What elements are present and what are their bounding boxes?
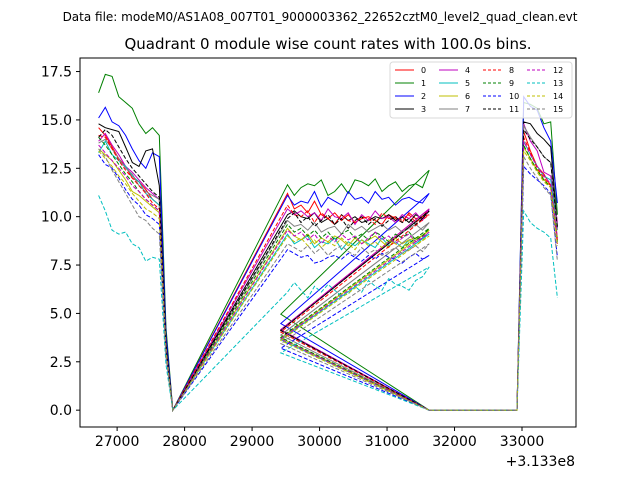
legend-label-13: 13 [553,79,563,88]
legend-label-15: 15 [553,105,563,114]
y-tick-label: 17.5 [41,65,72,81]
y-tick-label: 5.0 [50,306,72,322]
x-tick-label: 29000 [230,434,275,450]
y-tick-label: 10.0 [41,210,72,226]
y-tick-label: 12.5 [41,161,72,177]
x-tick-label: 30000 [297,434,342,450]
legend-label-8: 8 [509,66,514,75]
x-tick-label: 27000 [95,434,140,450]
x-tick-label: 31000 [365,434,410,450]
y-tick-label: 2.5 [50,355,72,371]
plot-lines [98,73,558,412]
legend-label-5: 5 [465,79,470,88]
x-offset-label: +3.133e8 [506,454,575,470]
y-tick-label: 7.5 [50,258,72,274]
plot-frame [79,57,577,428]
legend-label-11: 11 [509,105,519,114]
legend-label-10: 10 [509,92,519,101]
legend-label-2: 2 [421,92,426,101]
legend-label-6: 6 [465,92,470,101]
y-tick-label: 15.0 [41,113,72,129]
legend-label-3: 3 [421,105,426,114]
legend-label-0: 0 [421,66,426,75]
series-line-14 [98,149,558,412]
chart-title: Quadrant 0 module wise count rates with … [124,35,531,53]
legend-label-12: 12 [553,66,563,75]
series-line-15 [98,148,558,412]
y-tick-label: 0.0 [50,403,72,419]
legend-label-7: 7 [465,105,470,114]
y-axis: 0.0 2.5 5.0 7.5 10.0 12.5 15.0 17.5 [41,65,80,419]
legend-label-14: 14 [553,92,563,101]
legend-label-9: 9 [509,79,514,88]
x-tick-label: 28000 [162,434,207,450]
legend-box [389,61,573,119]
chart-suptitle: Data file: modeM0/AS1A08_007T01_90000033… [63,10,578,24]
legend-label-1: 1 [421,79,426,88]
legend-label-4: 4 [465,66,470,75]
x-tick-label: 33000 [500,434,545,450]
x-axis: 27000 28000 29000 30000 31000 32000 33000 [95,427,544,450]
series-line-13 [98,195,558,412]
x-tick-label: 32000 [432,434,477,450]
